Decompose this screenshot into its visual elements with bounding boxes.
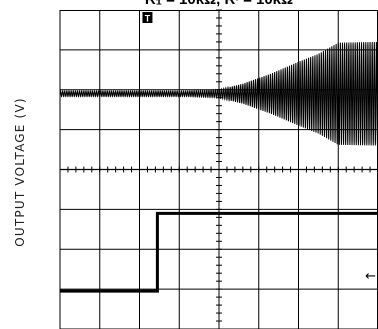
step-input-trace [60, 211, 378, 293]
center-axes [59, 9, 378, 329]
markers: T← [142, 12, 376, 284]
trigger-marker: T [145, 14, 151, 24]
chart-title: R₁ = 10kΩ, Rᶠ = 10kΩ [60, 0, 378, 10]
ground-marker: ← [365, 269, 376, 284]
trigger-marker-box [142, 12, 153, 23]
output-oscillation-trace [59, 41, 378, 146]
traces [59, 41, 378, 293]
